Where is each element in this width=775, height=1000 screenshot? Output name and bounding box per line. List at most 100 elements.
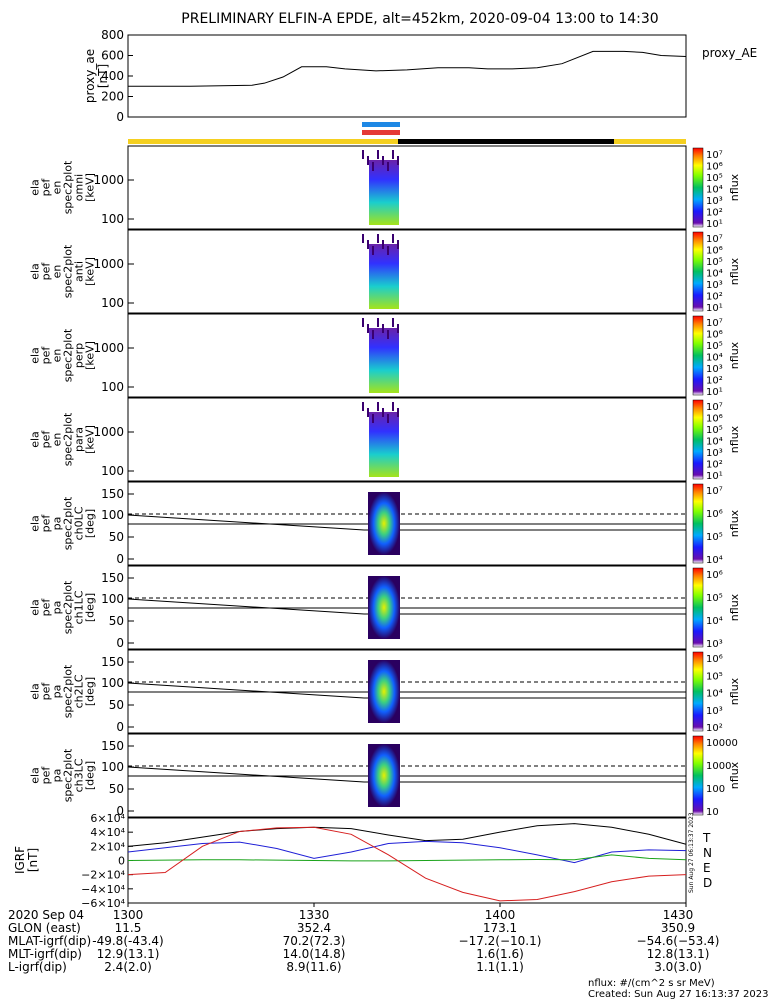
panel-ylabel: elapefpaspec2plotch3LC[deg] xyxy=(29,748,97,802)
spectrogram-speckle xyxy=(392,234,394,243)
colorbar xyxy=(692,483,704,564)
panel-ytick-label: 100 xyxy=(101,212,124,226)
panel-ytick-label: 0 xyxy=(116,636,124,650)
axis-row-label: L-igrf(dip) xyxy=(8,960,67,974)
igrf-line-D xyxy=(127,826,687,902)
colorbar-tick-label: 10⁴ xyxy=(706,353,723,364)
colorbar-tick-label: 10⁵ xyxy=(706,425,723,436)
axis-cell-mlat: −17.2(−10.1) xyxy=(459,934,542,948)
ae-ytick-label: 200 xyxy=(101,90,124,104)
footer-units: nflux: #/(cm^2 s sr MeV) xyxy=(588,978,715,989)
panel-ytick-label: 100 xyxy=(101,760,124,774)
spectrogram-speckle xyxy=(377,150,379,159)
panel-ytick-label: 0 xyxy=(116,552,124,566)
field-angle-line xyxy=(127,514,365,531)
colorbar-tick-label: 100 xyxy=(706,784,725,795)
panel-ylabel: elapefenspec2plotperp[keV] xyxy=(29,328,97,382)
colorbar-tick-label: 10³ xyxy=(706,639,723,650)
colorbar-label: nflux xyxy=(728,509,741,537)
igrf-ytick-label: 4×10⁴ xyxy=(90,826,125,839)
panel-ytick-label: 100 xyxy=(101,592,124,606)
axis-cell-glon: 173.1 xyxy=(483,921,517,935)
axis-cell-mlt: 12.9(13.1) xyxy=(97,947,160,961)
axis-cell-glon: 11.5 xyxy=(115,921,142,935)
colorbar-tick-label: 10² xyxy=(706,723,723,734)
axis-cell-t: 1400 xyxy=(485,908,516,922)
spectrogram-panel: 1000100elapefenspec2plotomni[keV]10⁷10⁶1… xyxy=(29,145,741,230)
axis-cell-mlat: −54.6(−53.4) xyxy=(637,934,720,948)
panel-ytick-label: 150 xyxy=(101,487,124,501)
colorbar-tick-label: 10⁵ xyxy=(706,532,723,543)
science-zone-blue-bar xyxy=(362,122,400,127)
colorbar xyxy=(692,231,704,312)
panel-ytick-label: 1000 xyxy=(93,425,124,439)
igrf-legend-T: T xyxy=(702,831,711,845)
ae-ytick-label: 600 xyxy=(101,49,124,63)
colorbar-tick-label: 10⁷ xyxy=(706,234,723,245)
proxy-ae-panel: 800 600 400 200 0 proxy_ae[nT] proxy_AE xyxy=(83,28,757,124)
igrf-legend-E: E xyxy=(703,861,711,875)
shadow-bar xyxy=(398,139,614,144)
colorbar-label: nflux xyxy=(728,341,741,369)
panel-ytick-label: 50 xyxy=(109,530,124,544)
spectrogram-speckle xyxy=(387,414,389,423)
footer-created: Created: Sun Aug 27 16:13:37 2023 xyxy=(588,989,768,1000)
spectrogram-speckle xyxy=(397,408,399,417)
spectrogram-speckle xyxy=(372,162,374,171)
colorbar-tick-label: 10⁷ xyxy=(706,150,723,161)
spectrogram-speckle xyxy=(367,324,369,333)
igrf-legend-D: D xyxy=(703,876,712,890)
colorbar-tick-label: 10⁵ xyxy=(706,173,723,184)
colorbar-tick-label: 10⁶ xyxy=(706,654,723,665)
panel-ylabel: elapefenspec2plotanti[keV] xyxy=(29,244,97,298)
panel-ylabel: elapefenspec2plotomni[keV] xyxy=(29,160,97,214)
igrf-line-E xyxy=(127,854,687,862)
colorbar-tick-label: 10¹ xyxy=(706,303,723,314)
spectrogram-panel: 150 100 50 0 elapefpaspec2plotch2LC[deg] 10⁶ 1… xyxy=(29,649,741,734)
panel-ylabel: elapefpaspec2plotch1LC[deg] xyxy=(29,580,97,634)
spectrogram-data xyxy=(368,576,400,639)
spectrogram-panel: 150 100 50 0 elapefpaspec2plotch1LC[deg] 10⁶ 1… xyxy=(29,565,741,650)
ae-line xyxy=(128,50,687,87)
spectrogram-speckle xyxy=(382,408,384,417)
panel-ytick-label: 50 xyxy=(109,698,124,712)
panel-frame xyxy=(127,313,687,398)
spectrogram-panel: 1000100elapefenspec2plotanti[keV]10⁷10⁶1… xyxy=(29,229,741,314)
igrf-line-T xyxy=(127,823,687,847)
spectrogram-speckle xyxy=(387,162,389,171)
igrf-ytick-label: −6×10⁴ xyxy=(81,897,125,910)
colorbar-tick-label: 10⁶ xyxy=(706,570,723,581)
axis-cell-mlt: 12.8(13.1) xyxy=(647,947,710,961)
spectrogram-speckle xyxy=(392,318,394,327)
colorbar-tick-label: 10³ xyxy=(706,196,723,207)
spectrogram-speckle xyxy=(362,402,364,411)
colorbar-label: nflux xyxy=(728,593,741,621)
panel-ytick-label: 150 xyxy=(101,655,124,669)
spectrogram-speckle xyxy=(362,150,364,159)
colorbar xyxy=(692,651,704,732)
panel-ylabel: elapefpaspec2plotch2LC[deg] xyxy=(29,664,97,718)
colorbar-tick-label: 10⁴ xyxy=(706,437,723,448)
ae-ytick-label: 400 xyxy=(101,69,124,83)
colorbar-tick-label: 10³ xyxy=(706,706,723,717)
spectrogram-speckle xyxy=(367,156,369,165)
axis-row-label: MLT-igrf(dip) xyxy=(8,947,82,961)
panel-ytick-label: 150 xyxy=(101,739,124,753)
spectrogram-speckle xyxy=(377,402,379,411)
colorbar-tick-label: 10² xyxy=(706,292,723,303)
panel-ytick-label: 100 xyxy=(101,380,124,394)
axis-cell-l: 1.1(1.1) xyxy=(476,960,524,974)
field-angle-line xyxy=(127,598,365,615)
panel-ytick-label: 0 xyxy=(116,720,124,734)
colorbar xyxy=(692,735,704,816)
ae-ytick-label: 0 xyxy=(116,110,124,124)
igrf-ytick-label: 2×10⁴ xyxy=(90,840,125,853)
spectrogram-speckle xyxy=(372,246,374,255)
sunlight-bar-1 xyxy=(128,139,398,144)
spectrogram-speckle xyxy=(372,330,374,339)
igrf-ytick-label: 0 xyxy=(118,855,125,868)
colorbar-tick-label: 10⁷ xyxy=(706,318,723,329)
axis-cell-t: 1300 xyxy=(113,908,144,922)
